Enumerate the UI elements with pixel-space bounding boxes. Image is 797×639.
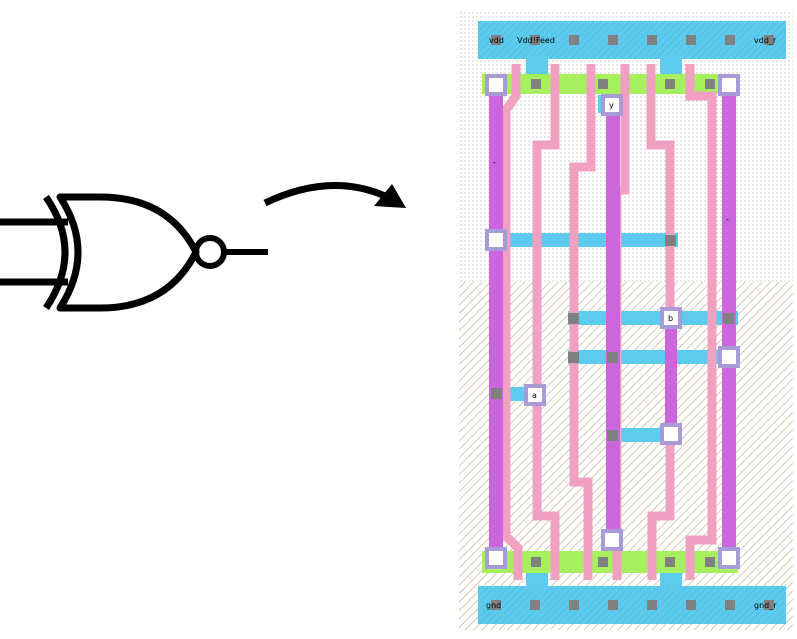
contact-pdiff-4 [705, 79, 715, 89]
contact-strap-5 [607, 352, 618, 363]
contact-vdd-8 [764, 35, 774, 45]
vias [485, 74, 740, 569]
poly-line-3 [569, 64, 596, 580]
label-pin-a: a [532, 391, 537, 400]
via-a [524, 384, 546, 406]
contact-pdiff-3 [665, 79, 675, 89]
contact-gnd-4 [608, 600, 618, 610]
transform-arrow [263, 182, 406, 208]
poly-line-6 [685, 64, 717, 580]
via-mid-right [718, 346, 740, 368]
contact-strap-2 [568, 313, 579, 324]
gate-xor-arc [43, 195, 69, 310]
contact-ndiff-3 [665, 557, 675, 567]
contact-ndiff-2 [598, 557, 608, 567]
gate-inversion-bubble [193, 235, 227, 269]
via-b [660, 307, 682, 329]
xnor-gate-symbol [0, 193, 268, 312]
via-bottom-left [485, 547, 507, 569]
label-vdd-feed: Vdd!Feed [517, 36, 555, 45]
label-gnd-right: gnd_r [754, 601, 777, 610]
contact-vdd-1 [491, 35, 501, 45]
contact-strap-6 [491, 388, 502, 399]
via-y [601, 94, 623, 116]
label-vdd-right: vdd_r [754, 36, 777, 45]
metal2-left [489, 84, 503, 558]
metal1-strap-1 [492, 233, 678, 247]
contact-gnd-6 [686, 600, 696, 610]
cell-layout: vdd Vdd!Feed vdd_r gnd gnd_r y b a - - [459, 12, 793, 630]
gate-body [56, 193, 200, 312]
contact-pdiff-2 [598, 79, 608, 89]
arrow-shaft [263, 182, 387, 207]
via-top-left [485, 74, 507, 96]
contact-ndiff-4 [705, 557, 715, 567]
contacts [491, 35, 774, 610]
contact-strap-3 [723, 313, 734, 324]
arrow-head [374, 184, 406, 208]
contact-vdd-7 [725, 35, 735, 45]
label-vdd-left: vdd [489, 36, 504, 45]
via-top-right [718, 74, 740, 96]
contact-gnd-2 [530, 600, 540, 610]
label-pin-y: y [609, 101, 614, 110]
contact-vdd-6 [686, 35, 696, 45]
metal2-inner [665, 318, 677, 434]
contact-vdd-4 [608, 35, 618, 45]
contact-vdd-3 [569, 35, 579, 45]
n-diffusion [482, 551, 738, 573]
contact-pdiff-1 [531, 79, 541, 89]
label-pin-mark-right: - [726, 215, 729, 224]
contact-gnd-7 [725, 600, 735, 610]
poly-line-1 [501, 64, 523, 580]
vdd-stub-left [526, 55, 548, 75]
vdd-stub-right [660, 55, 682, 75]
poly-line-2 [532, 64, 560, 580]
metal2-center [606, 104, 620, 540]
label-pin-b: b [668, 314, 673, 323]
via-mid-left [485, 229, 507, 251]
via-bottom-right [718, 547, 740, 569]
gnd-stub-left [526, 568, 548, 590]
contact-gnd-5 [647, 600, 657, 610]
contact-ndiff-1 [531, 557, 541, 567]
gnd-rail [478, 586, 786, 624]
contact-gnd-1 [491, 600, 501, 610]
contact-strap-4 [568, 352, 579, 363]
gnd-stub-right [660, 568, 682, 590]
via-low-center [601, 529, 623, 551]
contact-gnd-8 [764, 600, 774, 610]
contact-vdd-5 [647, 35, 657, 45]
label-pin-mark-left: - [493, 158, 496, 167]
contact-strap-1 [665, 235, 676, 246]
layout-labels: vdd Vdd!Feed vdd_r gnd gnd_r y b a - - [486, 36, 777, 610]
contact-vdd-2 [530, 35, 540, 45]
contact-gnd-3 [569, 600, 579, 610]
label-gnd-left: gnd [486, 601, 501, 610]
contact-strap-7 [607, 430, 618, 441]
via-low-inner [660, 423, 682, 445]
